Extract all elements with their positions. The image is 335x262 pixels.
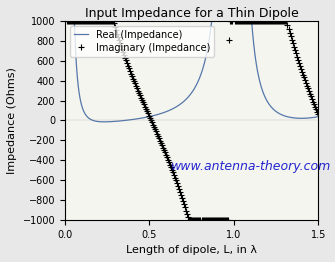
Real (Impedance) — [102, 120, 106, 123]
Imaginary (Impedance) — [219, 218, 223, 221]
Imaginary (Impedance) — [65, 20, 69, 23]
Title: Input Impedance for a Thin Dipole: Input Impedance for a Thin Dipole — [85, 7, 298, 20]
Real (Impedance) — [94, 120, 98, 123]
Real (Impedance) — [261, 90, 265, 93]
Line: Real (Impedance): Real (Impedance) — [67, 21, 318, 122]
Imaginary (Impedance) — [109, 20, 113, 23]
Y-axis label: Impedance (Ohms): Impedance (Ohms) — [7, 67, 17, 174]
Imaginary (Impedance) — [226, 218, 230, 221]
Legend: Real (Impedance), Imaginary (Impedance): Real (Impedance), Imaginary (Impedance) — [70, 26, 214, 57]
Real (Impedance) — [65, 20, 69, 23]
Imaginary (Impedance) — [200, 218, 204, 221]
Imaginary (Impedance) — [118, 42, 122, 45]
Text: www.antenna-theory.com: www.antenna-theory.com — [171, 160, 332, 173]
Imaginary (Impedance) — [187, 218, 191, 221]
Real (Impedance) — [315, 115, 319, 118]
Real (Impedance) — [259, 84, 263, 88]
Line: Imaginary (Impedance): Imaginary (Impedance) — [64, 18, 230, 222]
Real (Impedance) — [240, 20, 244, 23]
Imaginary (Impedance) — [124, 59, 128, 62]
Imaginary (Impedance) — [208, 218, 212, 221]
Real (Impedance) — [316, 115, 320, 118]
Real (Impedance) — [276, 111, 280, 114]
X-axis label: Length of dipole, L, in λ: Length of dipole, L, in λ — [126, 245, 257, 255]
